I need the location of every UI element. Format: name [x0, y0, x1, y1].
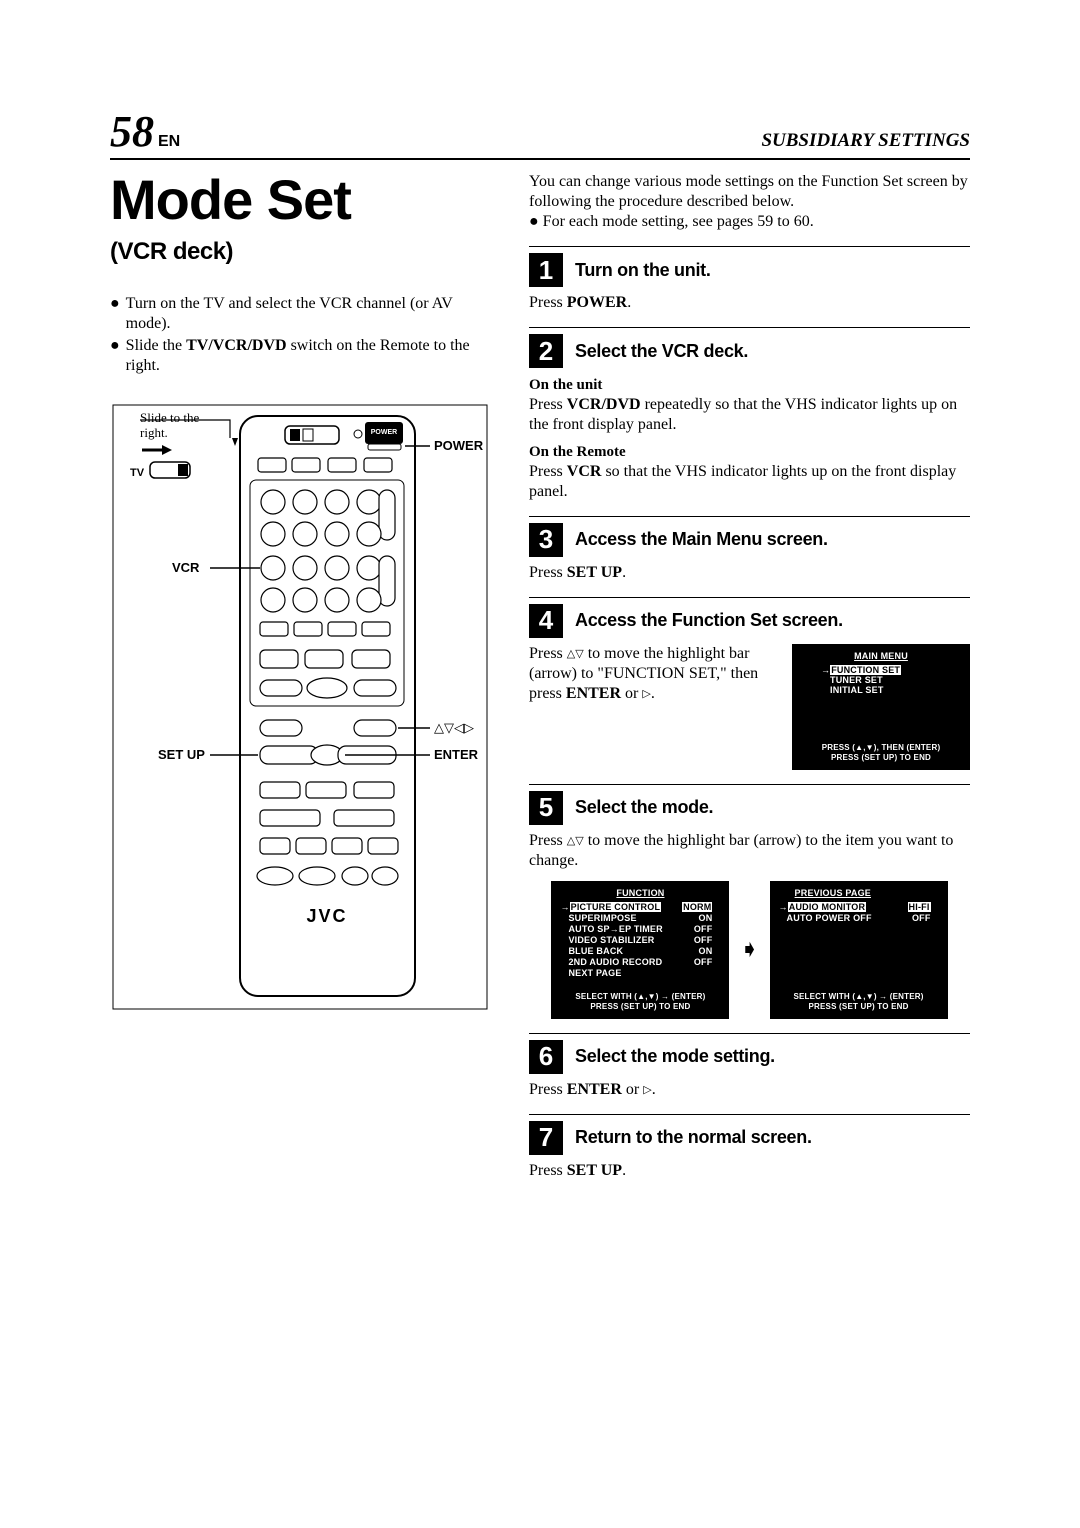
sub-label: On the Remote [529, 443, 970, 462]
step-body: Press SET UP. [529, 1161, 970, 1181]
osd-item: INITIAL SET [830, 685, 961, 695]
step-body: Press POWER. [529, 293, 970, 313]
page-number-block: 58 EN [110, 110, 180, 154]
section-title: SUBSIDIARY SETTINGS [761, 130, 970, 152]
step-title: Access the Function Set screen. [575, 610, 843, 631]
remote-svg: POWER POWER TV Slide to the right. [110, 402, 490, 1012]
osd-footer: SELECT WITH (▲,▼) → (ENTER) PRESS (SET U… [771, 992, 947, 1011]
step-body: Press △▽ to move the highlight bar (arro… [529, 831, 970, 871]
step-2: 2 Select the VCR deck. On the unit Press… [529, 327, 970, 502]
osd-row: 2ND AUDIO RECORDOFF [568, 957, 712, 967]
step-title: Access the Main Menu screen. [575, 529, 828, 550]
step-body: Press △▽ to move the highlight bar (arro… [529, 644, 774, 704]
svg-text:△▽◁▷: △▽◁▷ [434, 720, 474, 735]
step-title: Turn on the unit. [575, 260, 711, 281]
sub-label: On the unit [529, 376, 970, 395]
step-number: 3 [529, 523, 563, 557]
osd-item: TUNER SET [830, 675, 961, 685]
svg-text:TV: TV [130, 467, 145, 479]
arrow-right-icon: ➧ [739, 935, 759, 964]
svg-text:POWER: POWER [434, 438, 484, 453]
osd-function-right: PREVIOUS PAGE →AUDIO MONITORHI-FIAUTO PO… [770, 881, 948, 1019]
osd-footer: PRESS (▲,▼), THEN (ENTER) PRESS (SET UP)… [793, 743, 969, 762]
step-number: 4 [529, 604, 563, 638]
osd-row: SUPERIMPOSEON [568, 913, 712, 923]
page-header: 58 EN SUBSIDIARY SETTINGS [110, 110, 970, 160]
step-body: On the unit Press VCR/DVD repeatedly so … [529, 376, 970, 502]
svg-text:POWER: POWER [371, 429, 397, 436]
remote-diagram: POWER POWER TV Slide to the right. [110, 402, 495, 1017]
list-item-text: Slide the TV/VCR/DVD switch on the Remot… [126, 336, 495, 376]
step-7: 7 Return to the normal screen. Press SET… [529, 1114, 970, 1181]
osd-row: VIDEO STABILIZEROFF [568, 935, 712, 945]
osd-item: →FUNCTION SET [821, 665, 961, 675]
step-number: 6 [529, 1040, 563, 1074]
svg-text:right.: right. [140, 425, 168, 440]
page-language: EN [158, 133, 180, 151]
svg-text:VCR: VCR [172, 560, 200, 575]
osd-row: AUTO SP→EP TIMEROFF [568, 924, 712, 934]
step-3: 3 Access the Main Menu screen. Press SET… [529, 516, 970, 583]
bullet-icon: ● [529, 213, 543, 230]
step-number: 1 [529, 253, 563, 287]
osd-title: FUNCTION [560, 888, 720, 898]
list-item-text: Turn on the TV and select the VCR channe… [126, 294, 495, 334]
step-body: Press ENTER or ▷. [529, 1080, 970, 1100]
step-number: 5 [529, 791, 563, 825]
right-column: You can change various mode settings on … [529, 166, 970, 1181]
step-4: 4 Access the Function Set screen. Press … [529, 597, 970, 770]
osd-title: MAIN MENU [801, 651, 961, 661]
osd-row: NEXT PAGE [568, 968, 712, 978]
step-title: Select the mode setting. [575, 1046, 775, 1067]
osd-row: →AUDIO MONITORHI-FI [779, 902, 931, 912]
svg-text:ENTER: ENTER [434, 747, 479, 762]
page-title: Mode Set [110, 172, 495, 228]
step-1: 1 Turn on the unit. Press POWER. [529, 246, 970, 313]
osd-function-left: FUNCTION →PICTURE CONTROLNORMSUPERIMPOSE… [551, 881, 729, 1019]
osd-row: BLUE BACKON [568, 946, 712, 956]
step-number: 7 [529, 1121, 563, 1155]
osd-main-menu: MAIN MENU →FUNCTION SET TUNER SET INITIA… [792, 644, 970, 770]
osd-footer: SELECT WITH (▲,▼) → (ENTER) PRESS (SET U… [552, 992, 728, 1011]
step-number: 2 [529, 334, 563, 368]
intro-text: You can change various mode settings on … [529, 172, 970, 232]
step-title: Return to the normal screen. [575, 1127, 812, 1148]
svg-text:Slide to the: Slide to the [140, 410, 199, 425]
step-body: Press SET UP. [529, 563, 970, 583]
step-6: 6 Select the mode setting. Press ENTER o… [529, 1033, 970, 1100]
step-5: 5 Select the mode. Press △▽ to move the … [529, 784, 970, 1019]
page-subtitle: (VCR deck) [110, 238, 495, 266]
osd-row: →PICTURE CONTROLNORM [560, 902, 712, 912]
osd-title: PREVIOUS PAGE [795, 888, 939, 898]
step-title: Select the VCR deck. [575, 341, 748, 362]
osd-row: AUTO POWER OFFOFF [787, 913, 931, 923]
bullet-icon: ● [110, 294, 120, 334]
svg-text:SET UP: SET UP [158, 747, 205, 762]
list-item: ● Slide the TV/VCR/DVD switch on the Rem… [110, 336, 495, 376]
step-title: Select the mode. [575, 797, 713, 818]
bullet-icon: ● [110, 336, 120, 376]
svg-text:JVC: JVC [306, 906, 347, 926]
page-number: 58 [110, 110, 154, 154]
instruction-list: ● Turn on the TV and select the VCR chan… [110, 294, 495, 376]
left-column: Mode Set (VCR deck) ● Turn on the TV and… [110, 166, 495, 1181]
list-item: ● Turn on the TV and select the VCR chan… [110, 294, 495, 334]
